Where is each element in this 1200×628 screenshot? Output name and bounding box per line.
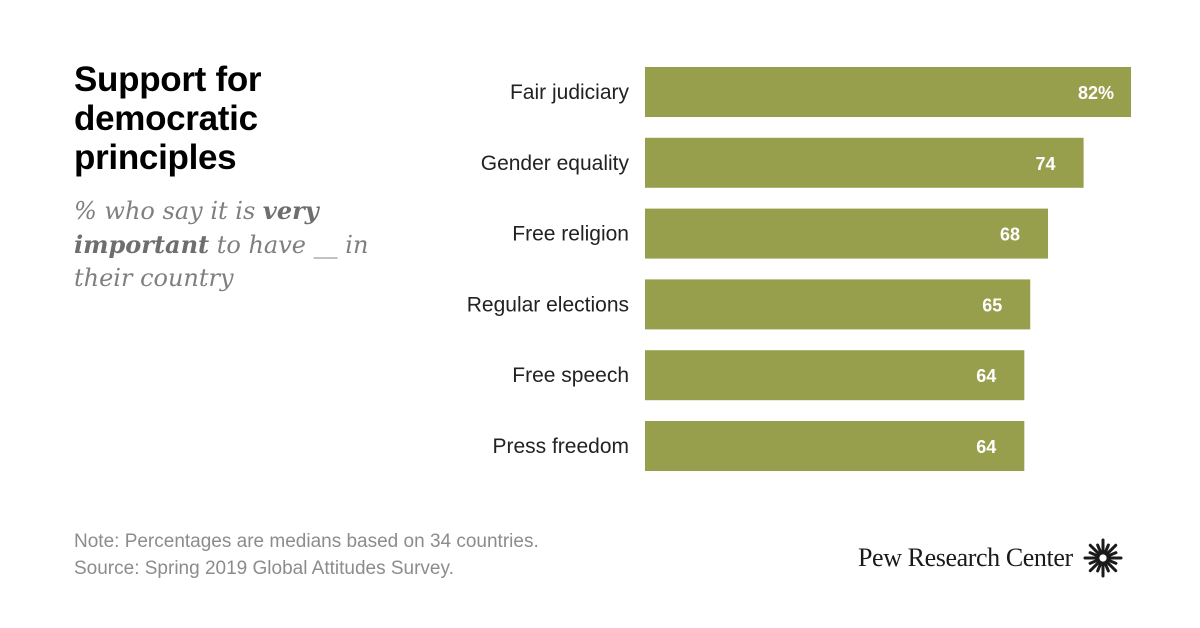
pew-logo: Pew Research Center	[858, 538, 1123, 578]
bar-gender-equality	[645, 137, 1084, 188]
source-text: Source: Spring 2019 Global Attitudes Sur…	[74, 558, 454, 579]
note-text: Note: Percentages are medians based on 3…	[74, 531, 539, 552]
category-label: Regular elections	[467, 293, 629, 316]
category-label: Fair judiciary	[510, 81, 630, 104]
value-label: 74	[1036, 154, 1056, 174]
bar-free-religion	[645, 208, 1049, 259]
value-label: 82%	[1078, 83, 1114, 103]
value-label: 65	[982, 295, 1002, 315]
bar-free-speech	[645, 350, 1025, 401]
bar-regular-elections	[645, 279, 1031, 330]
category-label: Press freedom	[492, 435, 629, 458]
subtitle-part-1: % who say it is	[74, 197, 263, 225]
category-label: Gender equality	[481, 152, 630, 175]
bar-chart: Fair judiciary 82% Gender equality 74 Free r…	[467, 67, 1131, 471]
value-label: 64	[976, 366, 996, 386]
chart-title: Support for democratic principles	[74, 60, 262, 177]
category-label: Free religion	[512, 223, 629, 246]
bar-fair-judiciary	[645, 67, 1131, 117]
chart-subtitle: % who say it is very important to have _…	[74, 194, 404, 295]
category-label: Free speech	[512, 364, 629, 387]
bar-press-freedom	[645, 421, 1025, 471]
sunburst-icon	[1083, 538, 1123, 578]
value-label: 64	[976, 437, 996, 457]
subtitle-part-2: to have __ in their country	[74, 231, 369, 292]
chart-notes: Note: Percentages are medians based on 3…	[74, 528, 539, 582]
subtitle-emphasis: very important	[74, 196, 319, 259]
logo-text: Pew Research Center	[858, 543, 1073, 572]
value-label: 68	[1000, 225, 1020, 245]
